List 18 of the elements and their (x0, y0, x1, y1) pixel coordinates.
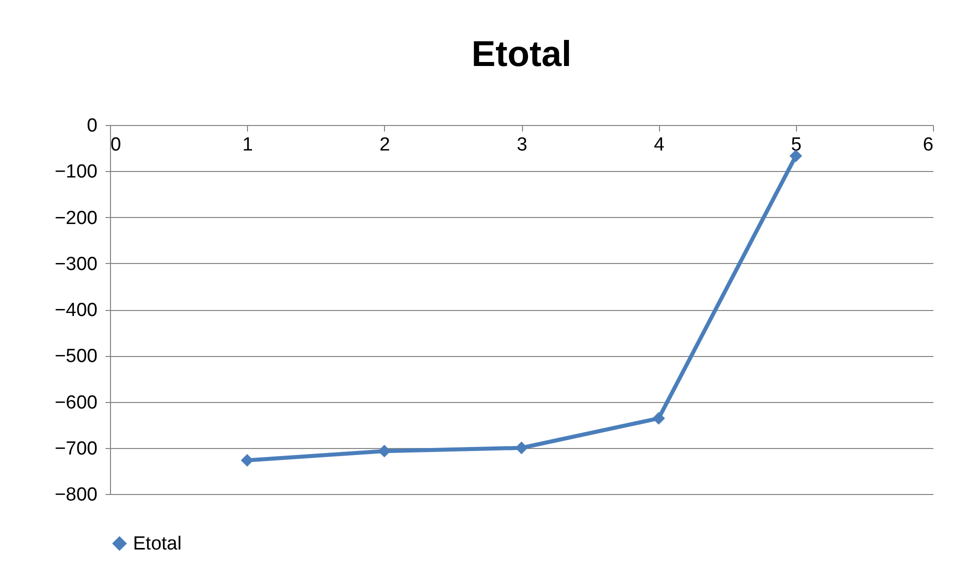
x-tick-label: 1 (242, 134, 253, 156)
chart-title: Etotal (471, 33, 572, 74)
y-tick-label: −600 (54, 392, 98, 414)
x-tick-label: 3 (516, 134, 528, 156)
y-tick-label: 0 (86, 116, 98, 136)
y-tick-label: −800 (54, 484, 98, 506)
x-tick-label: 0 (110, 134, 122, 156)
y-tick-label: −500 (54, 346, 98, 368)
y-tick-label: −200 (54, 208, 98, 229)
y-tick-label: −300 (54, 254, 98, 275)
x-tick-label: 5 (791, 134, 802, 156)
y-tick-label: −100 (54, 162, 98, 183)
x-tick-label: 6 (922, 134, 934, 156)
x-tick-label: 4 (654, 134, 665, 156)
y-tick-label: −400 (54, 300, 98, 321)
legend-label: Etotal (133, 534, 182, 554)
x-tick-label: 2 (380, 134, 390, 156)
y-tick-label: −700 (54, 438, 98, 460)
